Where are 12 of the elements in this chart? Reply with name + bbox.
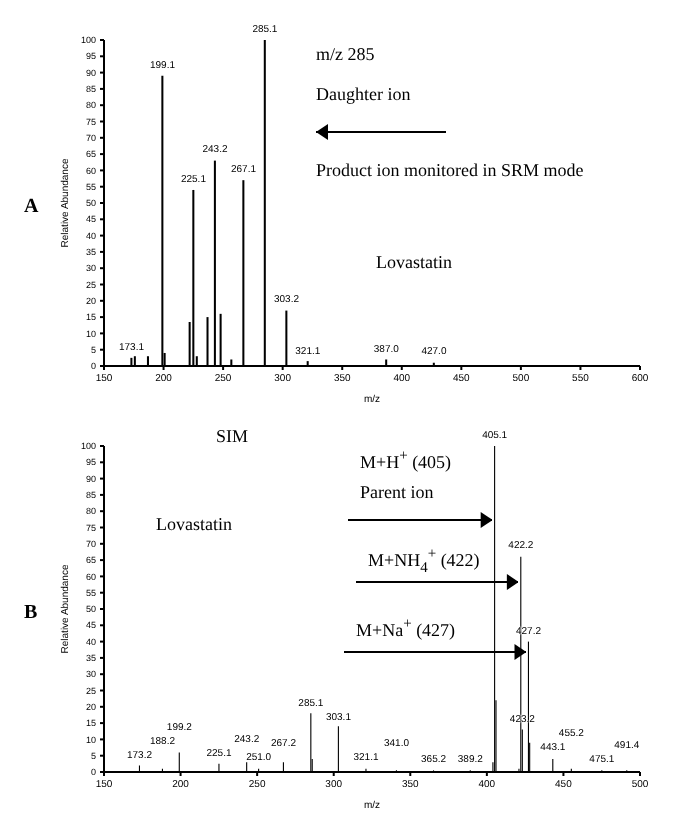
text: A (24, 195, 39, 217)
annotation: Lovastatin (376, 252, 452, 272)
annotation: M+NH$_{4}$$^{+}$ (422) (368, 544, 480, 577)
annotation: Parent ion (360, 482, 434, 503)
text: B (24, 601, 38, 623)
annotation: SIM (216, 426, 249, 446)
annotation: Daughter ion (316, 84, 411, 104)
annotation: M+H$^{+}$ (405) (360, 446, 452, 472)
annotation: m/z 285 (316, 44, 375, 64)
annotation: M+Na$^{+}$ (427) (356, 613, 456, 640)
annotation: Product ion monitored in SRM mode (316, 160, 584, 180)
annotation: Lovastatin (156, 514, 232, 534)
